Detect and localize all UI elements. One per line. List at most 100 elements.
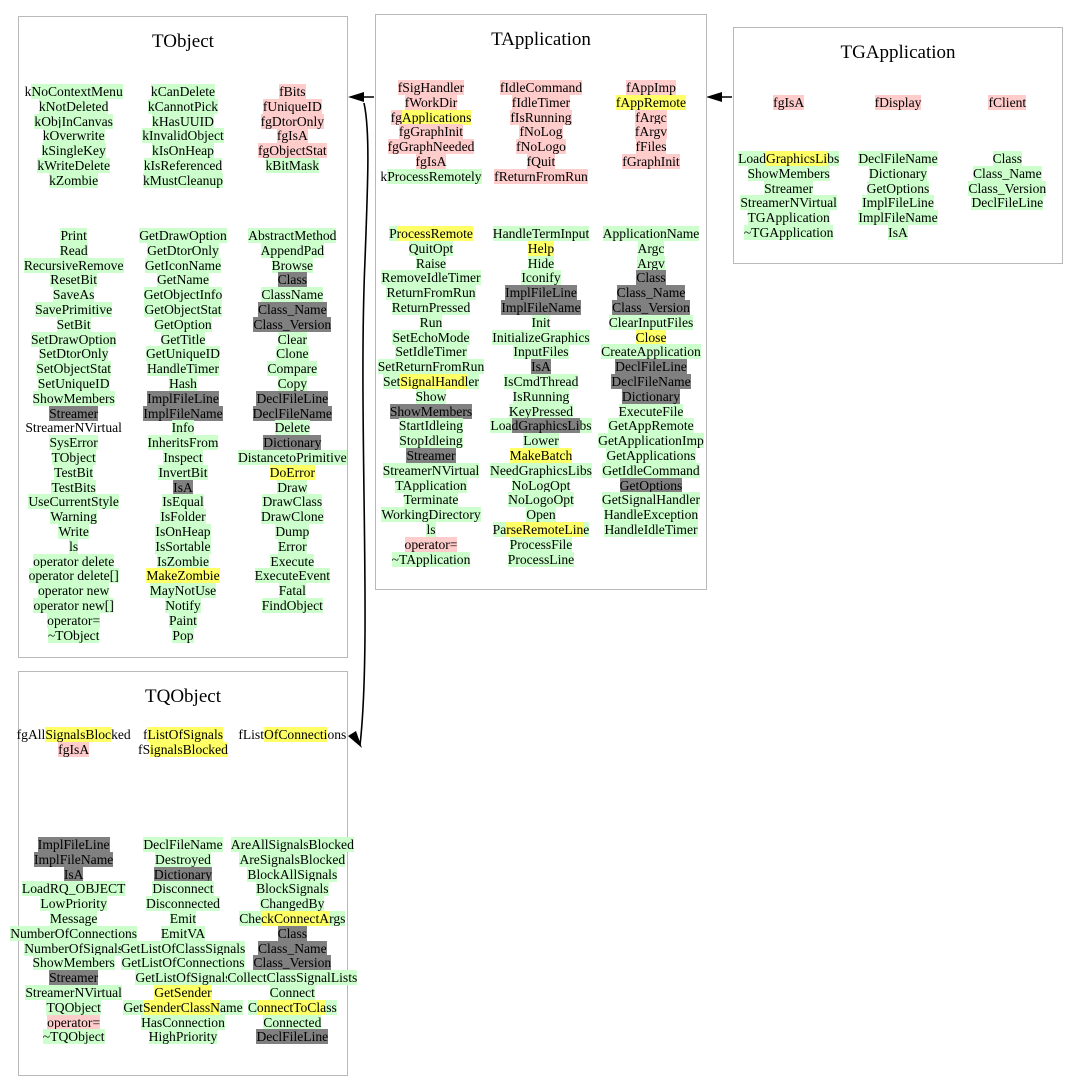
member-item[interactable]: Show [415, 388, 448, 405]
member-item[interactable]: KeyPressed [508, 403, 574, 420]
member-item[interactable]: IsA [172, 479, 194, 496]
member-item[interactable]: AreSignalsBlocked [238, 851, 346, 868]
member-item[interactable]: Connected [262, 1014, 322, 1031]
member-item[interactable]: ExecuteFile [618, 403, 685, 420]
member-item[interactable]: fgGraphNeeded [387, 139, 476, 155]
member-item[interactable]: fGraphInit [621, 153, 680, 170]
member-item[interactable]: IsZombie [156, 553, 210, 570]
member-item[interactable]: GetOptions [619, 477, 684, 494]
member-item[interactable]: StreamerNVirtual [24, 420, 123, 436]
member-item[interactable]: fUniqueID [262, 98, 323, 115]
member-item[interactable]: Paint [168, 612, 198, 629]
member-item[interactable]: fgIsA [57, 741, 90, 758]
member-item[interactable]: SaveAs [52, 287, 96, 303]
member-item[interactable]: LoadGraphicsLibs [489, 418, 592, 434]
member-item[interactable]: GetListOfSignals [134, 970, 231, 986]
member-item[interactable]: Dictionary [153, 866, 213, 883]
member-item[interactable]: TestBits [50, 479, 96, 496]
member-item[interactable]: HandleIdleTimer [603, 521, 698, 538]
member-item[interactable]: CheckConnectArgs [238, 910, 346, 927]
member-item[interactable]: AreAllSignalsBlocked [230, 837, 355, 853]
member-item[interactable]: fArgv [634, 124, 668, 140]
member-item[interactable]: Class_Version [611, 299, 691, 316]
member-item[interactable]: fgAllSignalsBlocked [16, 727, 132, 743]
member-item[interactable]: TApplication [394, 477, 467, 494]
member-item[interactable]: ExecuteEvent [254, 568, 331, 584]
member-item[interactable]: StopIdleing [398, 433, 463, 449]
member-item[interactable]: fListOfSignals [142, 727, 224, 743]
member-item[interactable]: fArgc [634, 109, 667, 126]
member-item[interactable]: InheritsFrom [147, 435, 220, 451]
member-item[interactable]: fgApplications [390, 109, 473, 126]
member-item[interactable]: fSignalsBlocked [137, 741, 229, 758]
member-item[interactable]: kMustCleanup [142, 172, 224, 189]
member-item[interactable]: ProcessFile [509, 536, 574, 553]
member-item[interactable]: InitializeGraphics [491, 329, 590, 346]
member-item[interactable]: Message [49, 910, 99, 927]
member-item[interactable]: TObject [51, 449, 97, 466]
member-item[interactable]: fSigHandler [397, 80, 465, 96]
member-item[interactable]: DistancetoPrimitive [237, 449, 348, 466]
member-item[interactable]: SetIdleTimer [394, 344, 467, 360]
member-item[interactable]: Argv [636, 255, 666, 272]
member-item[interactable]: ConnectToClass [247, 999, 338, 1016]
member-item[interactable]: ParseRemoteLine [492, 521, 591, 538]
member-item[interactable]: fgDtorOnly [260, 113, 325, 130]
member-item[interactable]: Draw [276, 479, 308, 496]
member-item[interactable]: LoadGraphicsLibs [737, 151, 840, 167]
member-item[interactable]: fgGraphInit [398, 124, 464, 140]
member-item[interactable]: ~TGApplication [743, 224, 835, 241]
member-item[interactable]: Streamer [763, 180, 814, 197]
member-item[interactable]: Class [635, 270, 666, 286]
member-item[interactable]: operator delete [32, 553, 115, 570]
member-item[interactable]: QuitOpt [408, 240, 455, 257]
member-item[interactable]: Dictionary [262, 435, 322, 451]
member-item[interactable]: GetDtorOnly [146, 242, 220, 259]
member-item[interactable]: fQuit [526, 153, 557, 170]
member-item[interactable]: IsFolder [159, 509, 206, 525]
member-item[interactable]: IsOnHeap [154, 523, 211, 540]
member-item[interactable]: ~TApplication [391, 551, 472, 568]
member-item[interactable]: ShowMembers [747, 165, 831, 182]
member-item[interactable]: ShowMembers [32, 955, 116, 971]
member-item[interactable]: fFiles [635, 139, 668, 155]
member-item[interactable]: GetName [156, 272, 210, 288]
member-item[interactable]: IsA [887, 224, 909, 241]
member-item[interactable]: DrawClone [260, 509, 325, 525]
member-item[interactable]: Dictionary [868, 165, 928, 182]
member-item[interactable]: ImplFileName [857, 210, 938, 226]
member-item[interactable]: SetBit [56, 316, 92, 333]
class-box-tapplication[interactable]: TApplication fSigHandler fWorkDir fgApplic… [375, 14, 707, 590]
member-item[interactable]: ProcessRemote [388, 226, 474, 242]
member-item[interactable]: Class_Name [257, 301, 328, 318]
member-item[interactable]: kProcessRemotely [379, 168, 482, 185]
member-item[interactable]: ~TObject [47, 627, 101, 644]
member-item[interactable]: GetSenderClassName [122, 999, 243, 1016]
member-item[interactable]: DeclFileLine [970, 195, 1044, 211]
member-item[interactable]: fAppRemote [615, 94, 687, 111]
member-item[interactable]: GetOption [153, 316, 212, 333]
member-item[interactable]: GetObjectInfo [143, 287, 224, 303]
member-item[interactable]: kNoContextMenu [24, 84, 124, 100]
member-item[interactable]: SetSignalHandler [382, 373, 480, 390]
member-item[interactable]: NeedGraphicsLibs [489, 462, 593, 479]
member-item[interactable]: Class [277, 925, 308, 942]
member-item[interactable]: IsA [63, 866, 85, 883]
member-item[interactable]: fgIsA [772, 95, 805, 111]
member-item[interactable]: InvertBit [157, 464, 208, 481]
member-item[interactable]: Delete [274, 420, 311, 436]
member-item[interactable]: kIsReferenced [143, 157, 224, 174]
member-item[interactable]: Lower [522, 433, 559, 449]
member-item[interactable]: HighPriority [148, 1029, 219, 1045]
member-item[interactable]: StreamerNVirtual [739, 195, 838, 211]
class-box-tqobject[interactable]: TQObject fgAllSignalsBlocked fgIsA fListOf… [10, 671, 358, 1076]
class-box-tgapplication[interactable]: TGApplication fgIsA fDisplay fClient LoadG… [733, 27, 1063, 264]
member-item[interactable]: DeclFileLine [255, 390, 329, 407]
member-item[interactable]: GetSender [153, 984, 212, 1001]
member-item[interactable]: ShowMembers [32, 390, 116, 407]
member-item[interactable]: HandleTimer [146, 361, 220, 377]
member-item[interactable]: kBitMask [265, 157, 321, 174]
member-item[interactable]: Hash [168, 375, 198, 392]
member-item[interactable]: HandleException [603, 507, 699, 523]
member-item[interactable]: kSingleKey [41, 143, 107, 159]
